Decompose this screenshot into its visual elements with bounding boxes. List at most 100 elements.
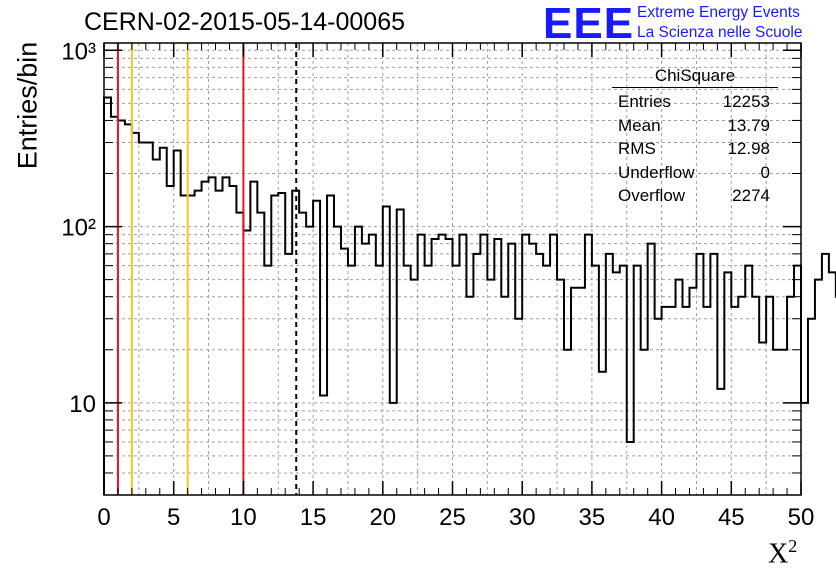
- stats-row-underflow: Underflow 0: [612, 161, 778, 185]
- y-tick-label: 10²: [61, 215, 96, 242]
- stats-row-overflow: Overflow 2274: [612, 184, 778, 208]
- histogram-bin: [432, 239, 439, 495]
- histogram-bin: [167, 186, 174, 495]
- histogram-bin: [439, 235, 446, 495]
- histogram-bin: [125, 124, 132, 495]
- histogram-bin: [522, 235, 529, 495]
- histogram-bin: [494, 239, 501, 495]
- stats-value: 12.98: [727, 139, 770, 158]
- histogram-bin: [327, 196, 334, 495]
- histogram-bin: [717, 389, 724, 495]
- histogram-bin: [411, 280, 418, 495]
- logo-line-2: La Scienza nelle Scuole: [637, 24, 803, 41]
- x-tick-label: 45: [718, 504, 745, 531]
- histogram-bin: [132, 133, 139, 495]
- histogram-bin: [459, 235, 466, 495]
- histogram-bin: [508, 244, 515, 495]
- histogram-bin: [543, 266, 550, 495]
- histogram-bin: [564, 350, 571, 495]
- stats-value: 13.79: [727, 115, 770, 135]
- histogram-bin: [118, 120, 125, 495]
- histogram-bin: [501, 297, 508, 495]
- x-tick-label: 20: [369, 504, 396, 531]
- histogram-bin: [334, 227, 341, 495]
- x-tick-label: 35: [579, 504, 606, 531]
- histogram-bin: [808, 319, 815, 495]
- stats-value: 2274: [732, 186, 770, 205]
- x-axis-label-sup: 2: [788, 536, 798, 556]
- histogram-bin: [780, 350, 787, 495]
- histogram-bin: [257, 213, 264, 495]
- histogram-bin: [620, 266, 627, 495]
- stats-label: Overflow: [618, 186, 686, 205]
- y-axis-label: Entries/bin: [12, 41, 43, 170]
- histogram-bin: [696, 254, 703, 495]
- histogram-bin: [599, 372, 606, 495]
- histogram-bin: [306, 227, 313, 495]
- histogram-bin: [446, 239, 453, 495]
- y-tick-label: 10: [69, 391, 96, 418]
- stats-label: Mean: [618, 115, 661, 135]
- histogram-bin: [536, 254, 543, 495]
- x-axis-label: X2: [768, 536, 797, 570]
- histogram-bin: [383, 206, 390, 495]
- histogram-bin: [578, 288, 585, 495]
- histogram-bin: [787, 297, 794, 495]
- histogram-bin: [229, 186, 236, 495]
- histogram-bin: [202, 182, 209, 495]
- histogram-bin: [236, 213, 243, 495]
- histogram-bin: [313, 201, 320, 495]
- stats-row-rms: RMS 12.98: [612, 137, 778, 161]
- histogram-bin: [250, 182, 257, 495]
- histogram-bin: [515, 319, 522, 495]
- histogram-bin: [529, 244, 536, 495]
- histogram-bin: [278, 193, 285, 495]
- histogram-bin: [243, 230, 250, 495]
- histogram-bin: [703, 307, 710, 495]
- histogram-bin: [473, 254, 480, 495]
- histogram-bin: [404, 266, 411, 495]
- histogram-bin: [390, 403, 397, 495]
- stats-box: ChiSquare Entries 12253 Mean 13.79 RMS 1…: [612, 66, 778, 208]
- eee-logo: EEE: [543, 0, 635, 48]
- histogram-bin: [627, 442, 634, 495]
- stats-title: ChiSquare: [612, 66, 778, 88]
- histogram-bin: [752, 297, 759, 495]
- stats-label: Entries: [618, 92, 671, 111]
- histogram-bin: [139, 142, 146, 495]
- histogram-bin: [773, 350, 780, 495]
- histogram-bin: [634, 266, 641, 495]
- histogram-bin: [829, 272, 836, 495]
- x-tick-label: 5: [167, 504, 180, 531]
- histogram-bin: [648, 244, 655, 495]
- histogram-bin: [285, 254, 292, 495]
- histogram-bin: [613, 272, 620, 495]
- histogram-bin: [641, 350, 648, 495]
- y-tick-label: 10³: [61, 38, 96, 65]
- histogram-bin: [418, 235, 425, 495]
- x-tick-label: 50: [788, 504, 815, 531]
- histogram-bin: [606, 254, 613, 495]
- logo-caption: Extreme Energy Events La Scienza nelle S…: [637, 3, 802, 43]
- histogram-bin: [453, 266, 460, 495]
- histogram-bin: [731, 307, 738, 495]
- histogram-bin: [766, 297, 773, 495]
- histogram-bin: [745, 266, 752, 495]
- histogram-bin: [592, 266, 599, 495]
- histogram-bin: [181, 196, 188, 495]
- histogram-bin: [822, 254, 829, 495]
- histogram-bin: [557, 280, 564, 495]
- histogram-bin: [209, 177, 216, 495]
- histogram-bin: [689, 288, 696, 495]
- x-tick-label: 0: [97, 504, 110, 531]
- histogram-bin: [550, 235, 557, 495]
- histogram-bin: [676, 280, 683, 495]
- histogram-bin: [571, 288, 578, 495]
- x-tick-label: 25: [439, 504, 466, 531]
- histogram-bin: [216, 191, 223, 495]
- histogram-bin: [724, 272, 731, 495]
- histogram-bin: [188, 196, 195, 495]
- logo-line-1: Extreme Energy Events: [637, 4, 800, 21]
- stats-row-mean: Mean 13.79: [612, 114, 778, 138]
